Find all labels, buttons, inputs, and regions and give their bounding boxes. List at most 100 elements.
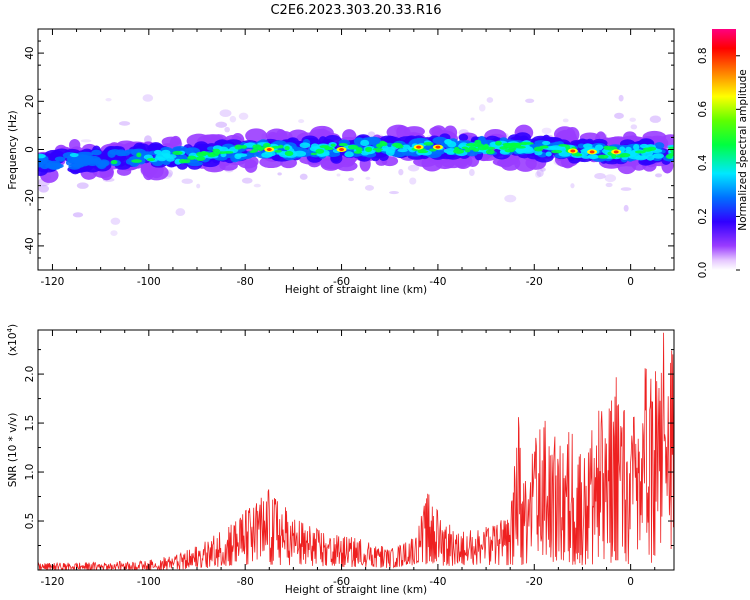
colorbar-tick-label: 0.2 xyxy=(697,208,709,225)
snr-y-multiplier-exponent: 4 xyxy=(6,327,14,332)
ridge-hotspot-core xyxy=(339,148,345,151)
ridge-blob xyxy=(391,142,403,147)
ridge-blob xyxy=(429,148,437,152)
ridge-blob xyxy=(577,153,583,157)
ridge-blob xyxy=(583,143,593,149)
spectral-haze xyxy=(630,124,638,130)
ridge-blob xyxy=(654,142,665,150)
ridge-blob xyxy=(375,149,382,153)
x-tick-label: -120 xyxy=(41,576,65,588)
ridge-blob xyxy=(234,144,243,150)
ridge-blob xyxy=(179,154,188,160)
ridge-blob xyxy=(45,162,62,170)
ridge-blob xyxy=(551,149,563,154)
spectral-haze xyxy=(181,178,193,184)
spectral-haze xyxy=(605,182,613,188)
ridge-blob xyxy=(625,146,632,152)
spectral-haze xyxy=(655,173,663,178)
ridge-blob xyxy=(594,144,604,151)
ridge-blob xyxy=(401,144,411,150)
snr-y-multiplier: (x104) xyxy=(6,324,19,356)
ridge-blob xyxy=(477,145,487,151)
colorbar-label: Normalized spectral amplitude xyxy=(737,69,749,230)
ridge-blob xyxy=(310,143,319,150)
ridge-blob xyxy=(545,151,552,157)
spectral-haze xyxy=(196,183,201,189)
ridge-blob xyxy=(212,148,221,153)
x-tick-label: -40 xyxy=(429,276,446,288)
snr-x-axis-label: Height of straight line (km) xyxy=(285,584,427,596)
ridge-blob xyxy=(50,150,60,158)
spectral-haze xyxy=(594,172,606,180)
spectral-haze xyxy=(629,117,637,122)
spectral-haze xyxy=(620,187,632,191)
ridge-blob xyxy=(91,149,102,156)
ridge-blob xyxy=(124,149,141,154)
ridge-blob xyxy=(444,139,452,145)
ridge-blob xyxy=(360,139,370,147)
spectrogram-ridge xyxy=(38,94,674,236)
x-tick-label: -20 xyxy=(526,576,543,588)
y-tick-label: 20 xyxy=(24,95,36,108)
ridge-hotspot-core xyxy=(266,148,272,151)
ridge-blob xyxy=(252,144,262,150)
spectral-haze xyxy=(224,126,230,133)
ridge-blob xyxy=(347,144,359,150)
spectral-haze xyxy=(541,127,552,135)
spectrogram-y-ticks: -40 -20 0 20 40 xyxy=(24,40,674,259)
x-tick-label: -40 xyxy=(429,576,446,588)
ridge-blob xyxy=(299,142,311,149)
spectral-haze xyxy=(562,118,569,123)
ridge-blob xyxy=(235,153,248,157)
ridge-blob xyxy=(284,146,290,151)
x-tick-label: 0 xyxy=(627,576,634,588)
ridge-blob xyxy=(98,160,109,168)
spectral-haze xyxy=(398,168,404,176)
spectral-haze xyxy=(409,177,417,185)
ridge-blob xyxy=(263,142,271,148)
spectral-haze xyxy=(219,109,232,118)
ridge-blob xyxy=(385,149,395,156)
spectral-haze xyxy=(229,115,237,123)
colorbar-ticks: 0.0 0.2 0.4 0.6 0.8 xyxy=(697,47,740,278)
spectral-haze xyxy=(504,194,517,203)
ridge-blob xyxy=(485,149,495,155)
spectral-haze xyxy=(348,177,354,182)
spectral-haze xyxy=(336,173,341,177)
x-tick-label: -80 xyxy=(237,276,254,288)
x-tick-label: -100 xyxy=(137,576,161,588)
spectrogram-y-axis-label: Frequency (Hz) xyxy=(7,110,19,189)
spectral-haze xyxy=(570,183,575,189)
ridge-blob xyxy=(344,151,354,158)
spectral-haze xyxy=(110,230,118,236)
ridge-blob xyxy=(187,155,197,160)
ridge-blob xyxy=(172,150,183,156)
ridge-blob xyxy=(315,148,325,154)
spectral-haze xyxy=(298,119,305,124)
ridge-blob xyxy=(628,153,641,160)
ridge-blob xyxy=(458,133,469,142)
ridge-blob xyxy=(615,155,626,158)
ridge-blob xyxy=(381,141,388,147)
y-tick-label: 2.0 xyxy=(24,366,36,383)
ridge-blob xyxy=(397,148,408,153)
spectral-haze xyxy=(110,217,121,225)
spectral-haze xyxy=(407,164,420,172)
spectral-haze xyxy=(604,174,617,183)
ridge-blob xyxy=(155,153,170,160)
snr-y-multiplier-base: (x10 xyxy=(7,332,19,356)
ridge-blob xyxy=(652,153,665,159)
ridge-blob xyxy=(278,144,284,149)
ridge-blob xyxy=(580,149,589,156)
ridge-blob xyxy=(432,136,448,145)
spectral-haze xyxy=(142,94,154,102)
ridge-blob xyxy=(495,140,502,146)
ridge-blob xyxy=(324,145,330,151)
ridge-blob xyxy=(196,151,207,157)
ridge-hotspot-core xyxy=(435,145,441,149)
ridge-blob xyxy=(558,143,569,147)
ridge-blob xyxy=(396,125,408,140)
y-tick-label: 1.0 xyxy=(24,464,36,481)
y-tick-label: 1.5 xyxy=(24,415,36,432)
ridge-blob xyxy=(136,152,142,158)
